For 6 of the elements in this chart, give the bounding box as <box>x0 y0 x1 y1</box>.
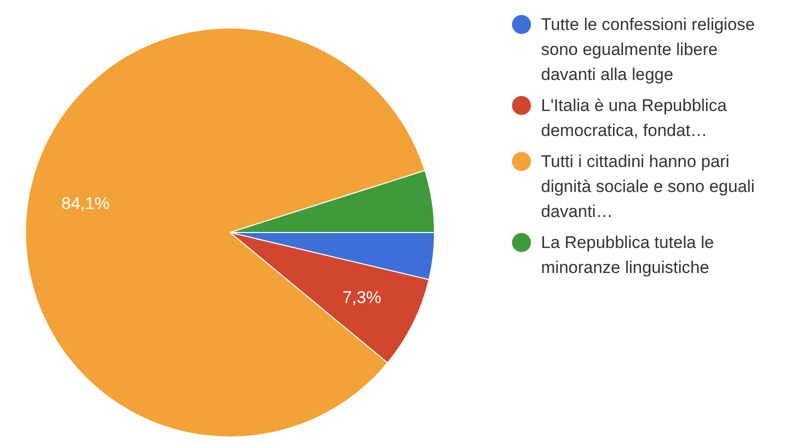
legend-label: Tutti i cittadini hanno pari dignità sociale e sono eguali davanti… <box>541 151 756 223</box>
data-label: 84,1% <box>61 194 110 214</box>
legend-label: L'Italia è una Repubblica democratica, fondat… <box>541 95 728 142</box>
legend-label: Tutte le confessioni religiose sono egualmente libere davanti alla legge <box>541 14 756 86</box>
data-label: 7,3% <box>342 288 382 307</box>
legend-label: La Repubblica tutela le minoranze linguistiche <box>541 232 715 279</box>
